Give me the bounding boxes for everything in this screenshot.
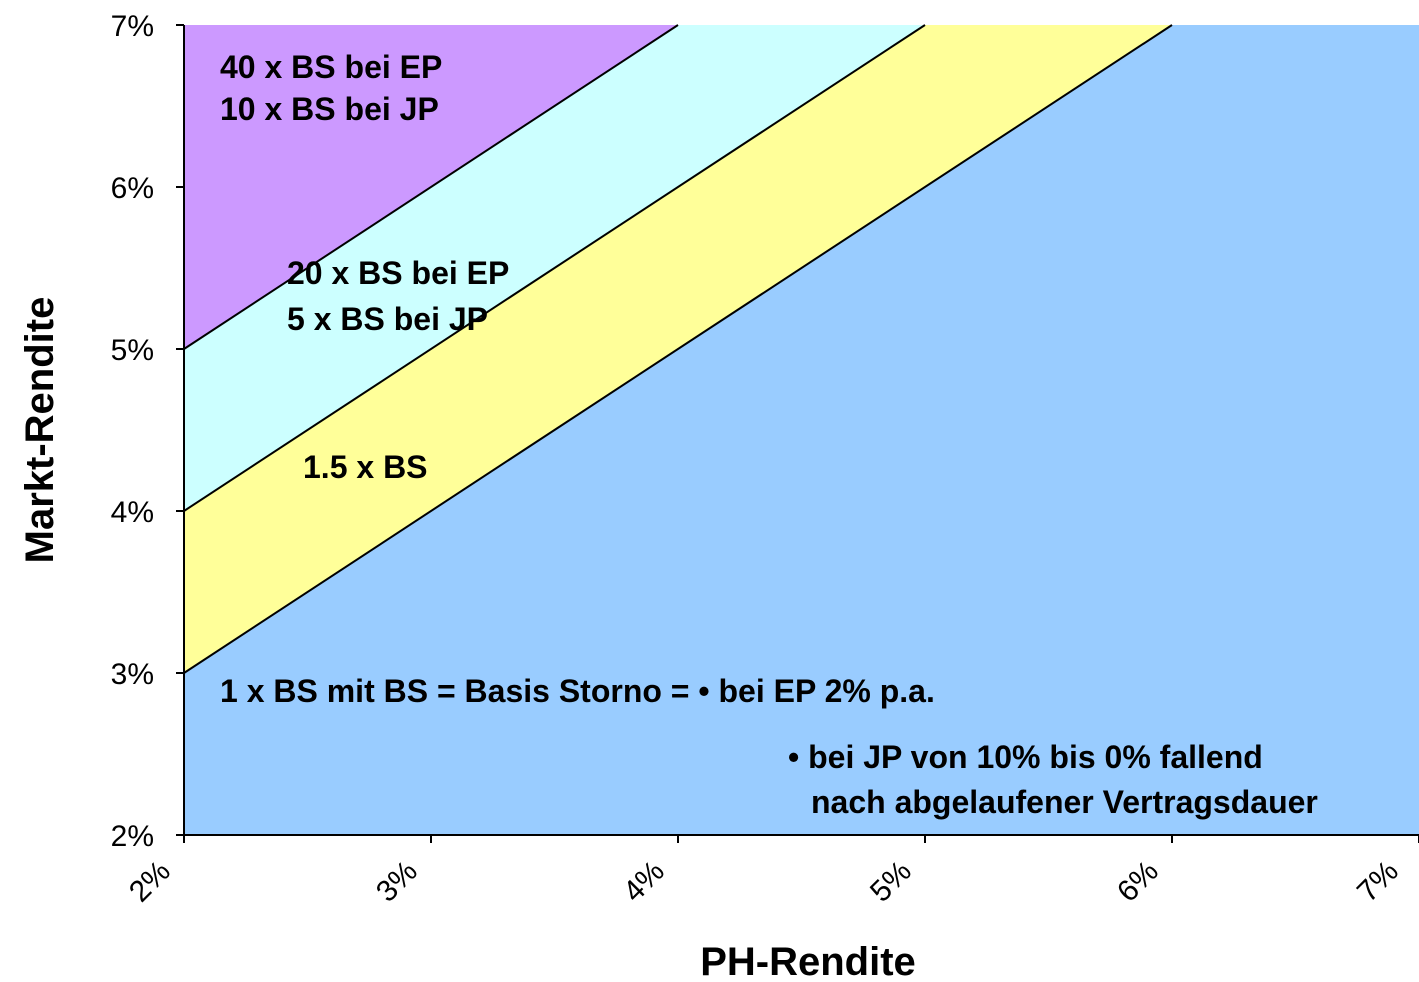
y-tick-label: 3% bbox=[111, 658, 154, 691]
annotation-note-line2: nach abgelaufener Vertragsdauer bbox=[811, 784, 1318, 820]
x-ticks: 2% 3% 4% 5% 6% 7% bbox=[123, 835, 1419, 909]
x-tick-label: 4% bbox=[617, 855, 671, 909]
y-tick-label: 4% bbox=[111, 496, 154, 529]
y-ticks: 2% 3% 4% 5% 6% 7% bbox=[111, 10, 184, 853]
x-axis-title: PH-Rendite bbox=[700, 940, 916, 982]
x-tick-label: 7% bbox=[1351, 855, 1405, 909]
annotation-region3-line2: 5 x BS bei JP bbox=[287, 301, 488, 337]
region-4 bbox=[184, 25, 1419, 349]
regions-layer bbox=[184, 25, 1419, 835]
boundary-line-3 bbox=[183, 24, 679, 350]
annotation-note-line1: • bei JP von 10% bis 0% fallend bbox=[788, 739, 1263, 775]
annotation-region3-line1: 20 x BS bei EP bbox=[287, 255, 509, 291]
y-axis-title: Markt-Rendite bbox=[18, 297, 62, 564]
y-tick-label: 7% bbox=[111, 10, 154, 43]
boundaries-layer bbox=[183, 24, 1173, 674]
boundary-line-1 bbox=[183, 24, 1173, 674]
annotation-region2: 1.5 x BS bbox=[303, 449, 428, 485]
y-tick-label: 2% bbox=[111, 820, 154, 853]
y-tick-label: 5% bbox=[111, 334, 154, 367]
annotation-region4-line2: 10 x BS bei JP bbox=[220, 91, 439, 127]
region-1 bbox=[184, 25, 1419, 835]
x-tick-label: 5% bbox=[864, 855, 918, 909]
annotation-region1: 1 x BS mit BS = Basis Storno = • bei EP … bbox=[220, 673, 935, 709]
x-tick-label: 2% bbox=[123, 855, 177, 909]
boundary-line-2 bbox=[183, 24, 926, 512]
x-tick-label: 6% bbox=[1111, 855, 1165, 909]
y-tick-label: 6% bbox=[111, 172, 154, 205]
annotation-region4-line1: 40 x BS bei EP bbox=[220, 49, 442, 85]
x-tick-label: 3% bbox=[370, 855, 424, 909]
